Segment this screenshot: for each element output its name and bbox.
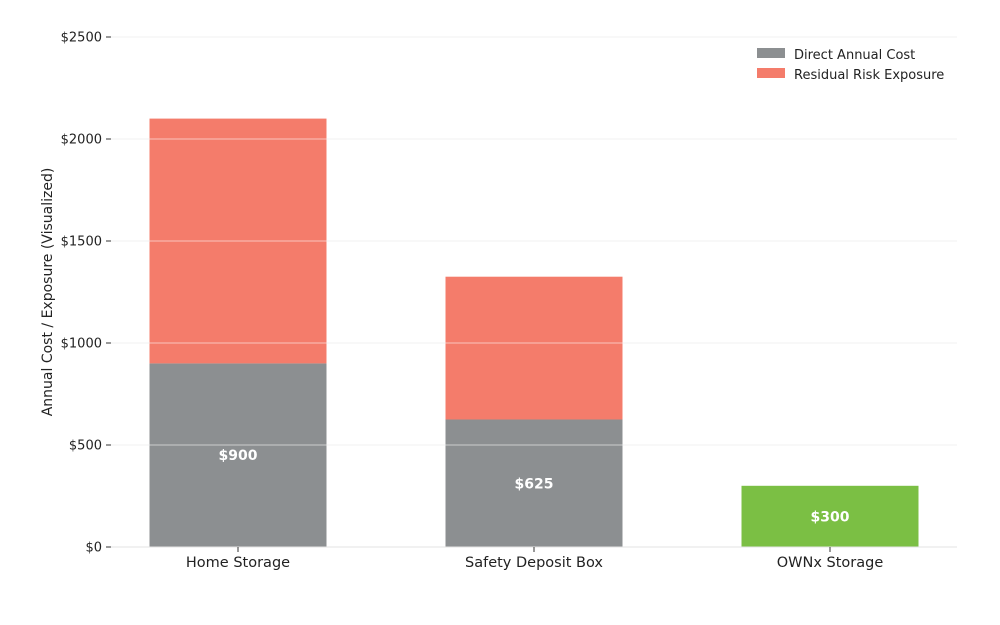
y-tick-label: $500 — [69, 439, 102, 454]
x-tick-label: Home Storage — [186, 555, 290, 571]
axes: $0 $500 $1000 $1500 $2000 $2500 Home Storage Sa… — [61, 31, 957, 571]
legend-entry-residual-risk-exposure: Residual Risk Exposure — [794, 68, 944, 83]
bar-direct-annual-cost — [149, 363, 327, 547]
legend-swatch-direct-annual-cost — [757, 48, 785, 58]
y-axis-label: Annual Cost / Exposure (Visualized) — [40, 168, 56, 417]
x-tick-label: Safety Deposit Box — [465, 555, 603, 571]
data-labels: $900 $625 $300 — [219, 448, 850, 525]
x-tick-label: OWNx Storage — [777, 555, 884, 571]
legend: Direct Annual Cost Residual Risk Exposur… — [757, 48, 944, 83]
bars — [149, 118, 919, 547]
data-label: $300 — [811, 509, 850, 525]
y-tick-label: $2000 — [61, 133, 102, 148]
bar-residual-risk-exposure — [445, 276, 623, 420]
y-tick-label: $0 — [85, 541, 102, 556]
data-label: $900 — [219, 448, 258, 464]
gridlines-over-bars — [111, 36, 957, 446]
y-tick-label: $1500 — [61, 235, 102, 250]
bar-direct-annual-cost — [445, 419, 623, 547]
legend-entry-direct-annual-cost: Direct Annual Cost — [794, 48, 915, 63]
data-label: $625 — [515, 476, 554, 492]
y-tick-label: $1000 — [61, 337, 102, 352]
legend-swatch-residual-risk-exposure — [757, 68, 785, 78]
y-tick-label: $2500 — [61, 31, 102, 46]
bar-direct-annual-cost — [741, 485, 919, 547]
